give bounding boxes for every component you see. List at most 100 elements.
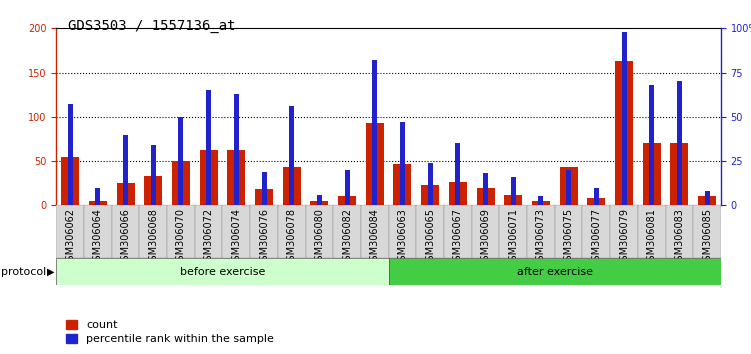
Bar <box>622 32 626 205</box>
Bar <box>665 205 693 258</box>
Bar <box>116 183 134 205</box>
Bar <box>421 185 439 205</box>
Bar <box>499 205 527 258</box>
Text: GSM306067: GSM306067 <box>453 208 463 267</box>
Text: GSM306068: GSM306068 <box>148 208 158 267</box>
Text: GSM306077: GSM306077 <box>591 208 602 267</box>
Bar <box>228 150 246 205</box>
Bar <box>345 170 350 205</box>
Bar <box>61 156 79 205</box>
Bar <box>282 167 300 205</box>
Bar <box>643 143 661 205</box>
Bar <box>68 104 73 205</box>
Bar <box>444 205 472 258</box>
Bar <box>372 60 377 205</box>
Text: GSM306066: GSM306066 <box>121 208 131 267</box>
Bar <box>172 161 190 205</box>
Text: GSM306069: GSM306069 <box>481 208 490 267</box>
Bar <box>195 205 222 258</box>
Bar <box>587 198 605 205</box>
Bar <box>84 205 112 258</box>
Text: GSM306071: GSM306071 <box>508 208 518 267</box>
Bar <box>615 61 633 205</box>
Bar <box>483 173 488 205</box>
Bar <box>317 195 322 205</box>
Bar <box>338 196 356 205</box>
Text: GSM306081: GSM306081 <box>647 208 656 267</box>
Bar <box>261 172 267 205</box>
Text: GSM306079: GSM306079 <box>619 208 629 267</box>
Text: ▶: ▶ <box>47 267 55 277</box>
Bar <box>527 205 555 258</box>
Text: GSM306065: GSM306065 <box>425 208 435 267</box>
Text: GSM306072: GSM306072 <box>204 208 213 267</box>
Text: GSM306083: GSM306083 <box>674 208 684 267</box>
Bar <box>206 90 211 205</box>
Bar <box>677 81 682 205</box>
Bar <box>583 205 610 258</box>
Text: GSM306075: GSM306075 <box>564 208 574 267</box>
Text: GSM306080: GSM306080 <box>315 208 324 267</box>
Text: GSM306073: GSM306073 <box>536 208 546 267</box>
Bar <box>361 205 389 258</box>
Bar <box>167 205 195 258</box>
Bar <box>144 176 162 205</box>
Bar <box>455 143 460 205</box>
Bar <box>594 188 599 205</box>
Bar <box>366 123 384 205</box>
Bar <box>140 205 167 258</box>
Text: GSM306078: GSM306078 <box>287 208 297 267</box>
Bar <box>698 196 716 205</box>
Bar <box>555 205 583 258</box>
Bar <box>449 182 467 205</box>
Text: after exercise: after exercise <box>517 267 593 277</box>
Text: GSM306063: GSM306063 <box>397 208 408 267</box>
Bar <box>250 205 278 258</box>
Text: GSM306074: GSM306074 <box>231 208 241 267</box>
Text: GSM306070: GSM306070 <box>176 208 186 267</box>
Text: GSM306064: GSM306064 <box>93 208 103 267</box>
Bar <box>394 164 412 205</box>
Bar <box>389 205 416 258</box>
Bar <box>693 205 721 258</box>
Bar <box>56 205 84 258</box>
Bar <box>511 177 516 205</box>
Bar <box>222 205 250 258</box>
Bar <box>532 201 550 205</box>
Bar <box>234 94 239 205</box>
Bar <box>112 205 140 258</box>
Bar <box>504 195 522 205</box>
Bar <box>671 143 689 205</box>
Bar <box>289 106 294 205</box>
Bar <box>255 189 273 205</box>
Bar <box>416 205 444 258</box>
Text: GSM306085: GSM306085 <box>702 208 712 267</box>
Text: before exercise: before exercise <box>179 267 265 277</box>
Text: protocol: protocol <box>1 267 46 277</box>
Bar <box>389 258 721 285</box>
Bar <box>649 85 654 205</box>
Bar <box>538 196 544 205</box>
Bar <box>56 258 389 285</box>
Legend: count, percentile rank within the sample: count, percentile rank within the sample <box>62 315 279 348</box>
Bar <box>472 205 499 258</box>
Text: GSM306084: GSM306084 <box>369 208 380 267</box>
Text: GSM306082: GSM306082 <box>342 208 352 267</box>
Bar <box>400 122 405 205</box>
Bar <box>477 188 495 205</box>
Bar <box>200 149 218 205</box>
Bar <box>333 205 361 258</box>
Bar <box>278 205 306 258</box>
Text: GSM306076: GSM306076 <box>259 208 269 267</box>
Bar <box>151 145 155 205</box>
Text: GDS3503 / 1557136_at: GDS3503 / 1557136_at <box>68 19 235 34</box>
Bar <box>610 205 638 258</box>
Bar <box>89 201 107 205</box>
Bar <box>179 117 183 205</box>
Bar <box>566 170 572 205</box>
Bar <box>306 205 333 258</box>
Bar <box>704 191 710 205</box>
Bar <box>559 167 578 205</box>
Bar <box>638 205 665 258</box>
Bar <box>427 163 433 205</box>
